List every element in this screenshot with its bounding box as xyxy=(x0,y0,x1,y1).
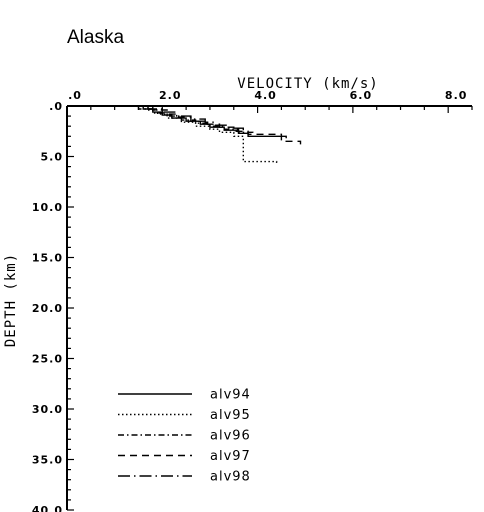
x-tick-label: 4.0 xyxy=(254,89,277,102)
legend-label-alv95: alv95 xyxy=(210,408,251,423)
y-tick-label: 30.0 xyxy=(32,403,63,416)
legend-label-alv96: alv96 xyxy=(210,429,251,444)
series-alv97-line xyxy=(152,106,302,145)
y-axis-title: DEPTH (km) xyxy=(3,253,19,347)
x-tick-label: 6.0 xyxy=(350,89,373,102)
x-tick-label: 2.0 xyxy=(159,89,182,102)
chart-title: Alaska xyxy=(67,27,124,48)
plot-area xyxy=(137,106,302,164)
y-tick-label: 20.0 xyxy=(32,302,63,315)
legend-label-alv94: alv94 xyxy=(210,388,251,403)
x-tick-label: .0 xyxy=(68,89,82,102)
y-tick-label: 10.0 xyxy=(32,201,63,214)
y-tick-label: 25.0 xyxy=(32,353,63,366)
y-tick-label: 15.0 xyxy=(32,252,63,265)
y-tick-label: .0 xyxy=(49,100,63,113)
y-tick-label: 40.0 xyxy=(32,504,63,512)
legend-label-alv98: alv98 xyxy=(210,470,251,485)
x-axis-title: VELOCITY (km/s) xyxy=(237,76,378,92)
y-tick-label: 35.0 xyxy=(32,454,63,467)
legend: alv94 alv95 alv96 alv97 alv98 xyxy=(118,388,251,485)
x-tick-label: 8.0 xyxy=(445,89,468,102)
series-alv95-line xyxy=(147,106,278,164)
axes: .0 2.0 4.0 6.0 8.0 .0 5.0 10.0 15.0 20.0 25.0 30.0 3… xyxy=(32,89,473,512)
legend-label-alv97: alv97 xyxy=(210,449,251,464)
series-alv94-line xyxy=(142,106,287,139)
y-tick-label: 5.0 xyxy=(41,151,64,164)
series-alv96-line xyxy=(137,106,254,135)
